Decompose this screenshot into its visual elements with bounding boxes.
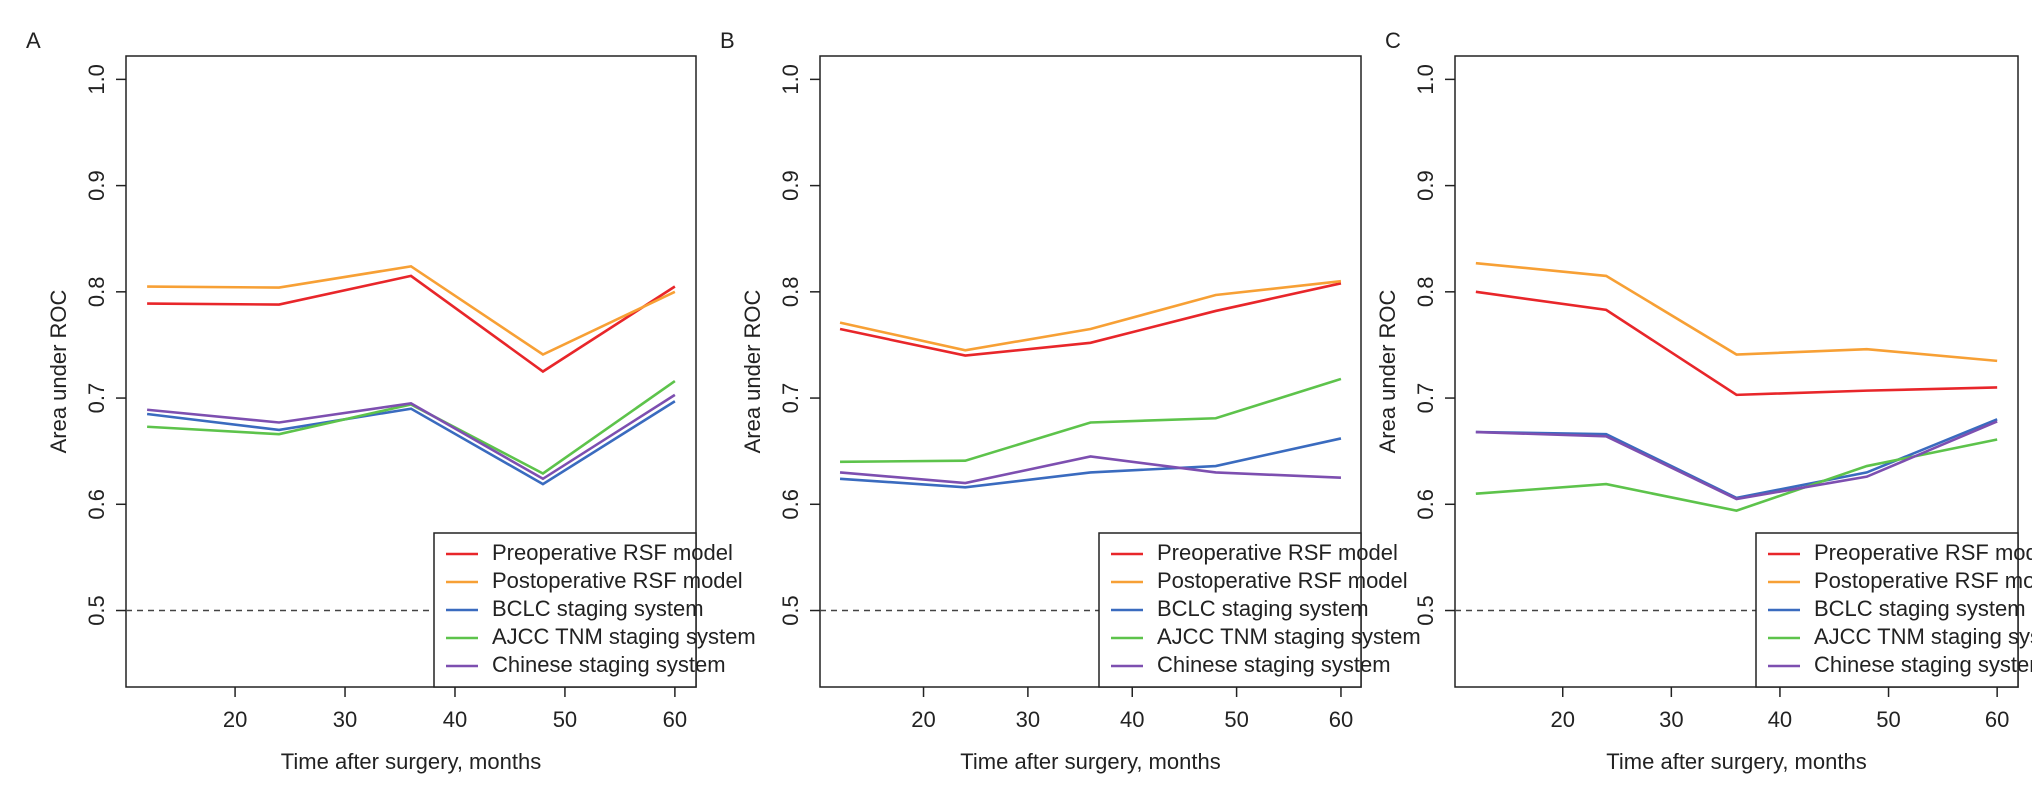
- series-line: [839, 455, 1342, 485]
- x-tick-label: 20: [223, 707, 247, 732]
- y-tick-label: 0.5: [84, 595, 109, 626]
- series-line: [839, 279, 1342, 352]
- y-tick-label: 1.0: [1413, 64, 1438, 95]
- x-tick-label: 30: [1659, 707, 1683, 732]
- legend-label: Postoperative RSF model: [1814, 568, 2032, 593]
- x-tick-label: 50: [553, 707, 577, 732]
- y-tick-label: 0.7: [1413, 383, 1438, 414]
- series-line: [840, 377, 1342, 464]
- series-line: [147, 264, 676, 356]
- x-tick-label: 20: [911, 707, 935, 732]
- series-line: [146, 400, 676, 486]
- x-axis-label: Time after surgery, months: [960, 749, 1220, 774]
- legend-label: BCLC staging system: [1814, 596, 2026, 621]
- series-line: [1475, 290, 1998, 397]
- plot-frame: [1454, 55, 2019, 688]
- legend-label: BCLC staging system: [1157, 596, 1369, 621]
- legend-label: Chinese staging system: [492, 652, 726, 677]
- legend-box: [433, 532, 697, 688]
- x-tick-label: 50: [1876, 707, 1900, 732]
- series-line: [1475, 420, 1998, 501]
- x-axis-label: Time after surgery, months: [1606, 749, 1866, 774]
- x-tick-label: 60: [1985, 707, 2009, 732]
- panel-label: A: [26, 28, 41, 53]
- x-tick-label: 20: [1550, 707, 1574, 732]
- x-tick-label: 30: [1016, 707, 1040, 732]
- y-tick-label: 0.5: [778, 595, 803, 626]
- legend-label: AJCC TNM staging system: [492, 624, 756, 649]
- y-tick-label: 0.9: [1413, 170, 1438, 201]
- y-tick-label: 0.9: [84, 170, 109, 201]
- series-line: [1475, 418, 1998, 500]
- series-line: [147, 379, 676, 475]
- y-tick-label: 0.8: [778, 277, 803, 308]
- y-tick-label: 0.6: [778, 489, 803, 520]
- y-axis-label: Area under ROC: [1375, 289, 1400, 453]
- series-line: [839, 437, 1342, 489]
- legend-label: Preoperative RSF model: [1157, 540, 1398, 565]
- y-tick-label: 0.8: [1413, 277, 1438, 308]
- y-tick-label: 0.6: [1413, 489, 1438, 520]
- y-tick-label: 0.9: [778, 170, 803, 201]
- legend-label: Chinese staging system: [1814, 652, 2032, 677]
- y-tick-label: 1.0: [778, 64, 803, 95]
- y-tick-label: 0.7: [778, 383, 803, 414]
- x-axis-label: Time after surgery, months: [281, 749, 541, 774]
- panel-label: C: [1385, 28, 1401, 53]
- x-tick-label: 60: [663, 707, 687, 732]
- x-tick-label: 50: [1224, 707, 1248, 732]
- legend-label: BCLC staging system: [492, 596, 704, 621]
- x-tick-label: 30: [333, 707, 357, 732]
- series-line: [146, 393, 676, 481]
- y-tick-label: 0.5: [1413, 595, 1438, 626]
- x-tick-label: 60: [1329, 707, 1353, 732]
- legend-label: Postoperative RSF model: [1157, 568, 1408, 593]
- x-tick-label: 40: [1768, 707, 1792, 732]
- legend-label: Chinese staging system: [1157, 652, 1391, 677]
- legend-label: Preoperative RSF model: [1814, 540, 2032, 565]
- y-axis-label: Area under ROC: [740, 289, 765, 453]
- plot-frame: [819, 55, 1362, 688]
- y-tick-label: 0.7: [84, 383, 109, 414]
- y-tick-label: 0.6: [84, 489, 109, 520]
- y-axis-label: Area under ROC: [46, 289, 71, 453]
- series-line: [1475, 261, 1998, 363]
- x-tick-label: 40: [1120, 707, 1144, 732]
- series-line: [839, 282, 1342, 357]
- x-tick-label: 40: [443, 707, 467, 732]
- panel-label: B: [720, 28, 735, 53]
- y-tick-label: 1.0: [84, 64, 109, 95]
- legend-label: Preoperative RSF model: [492, 540, 733, 565]
- y-tick-label: 0.8: [84, 277, 109, 308]
- plot-frame: [125, 55, 697, 688]
- legend-label: AJCC TNM staging system: [1157, 624, 1421, 649]
- series-line: [147, 274, 676, 374]
- legend-label: Postoperative RSF model: [492, 568, 743, 593]
- legend-label: AJCC TNM staging system: [1814, 624, 2032, 649]
